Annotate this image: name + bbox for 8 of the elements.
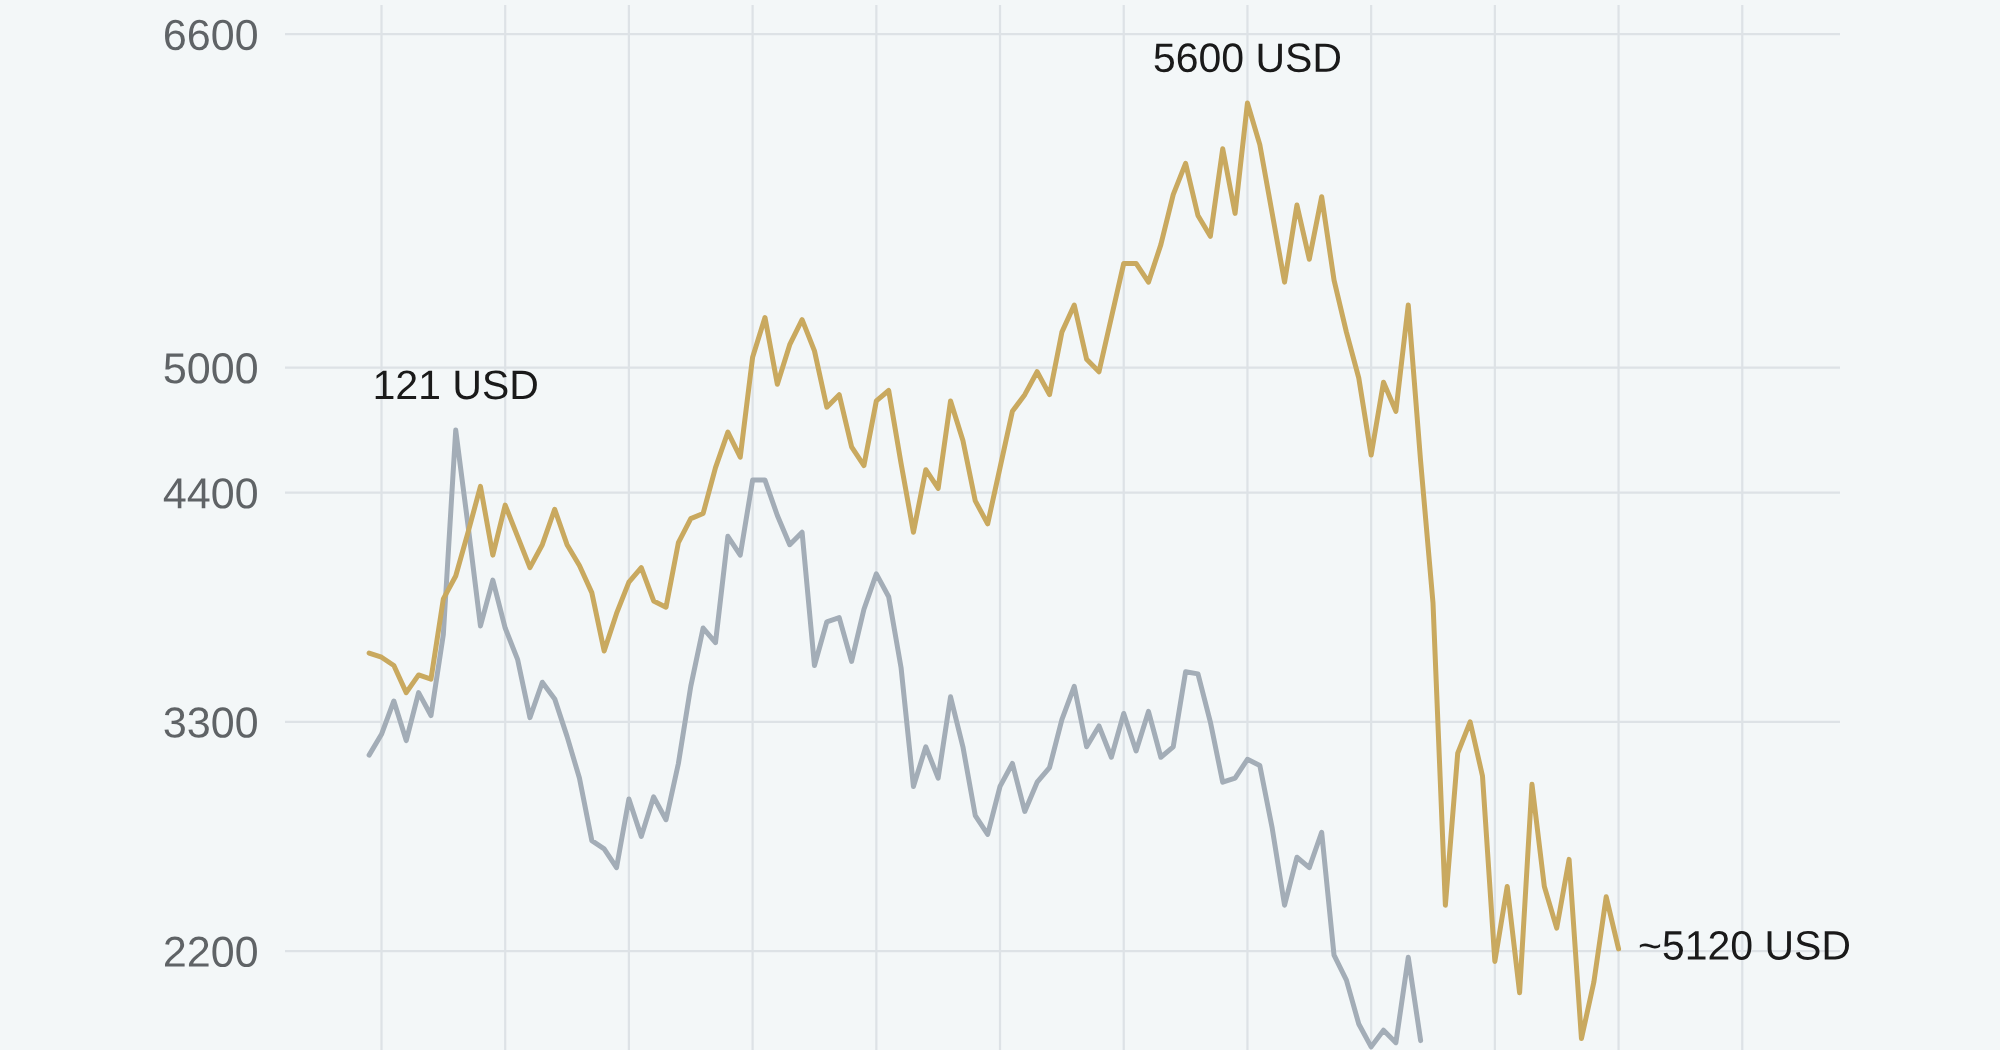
annotation: 121 USD: [375, 370, 537, 400]
text: ~5120 USD: [1639, 930, 1850, 960]
y-tick-label: 2200: [165, 936, 257, 968]
annotation: 5600 USD: [1154, 43, 1341, 73]
y-tick-label: 4400: [163, 478, 257, 509]
y-tick-label: 5000: [164, 353, 257, 384]
y-tick-label: 6600: [165, 19, 257, 51]
y-tick-label: 3300: [164, 707, 257, 738]
